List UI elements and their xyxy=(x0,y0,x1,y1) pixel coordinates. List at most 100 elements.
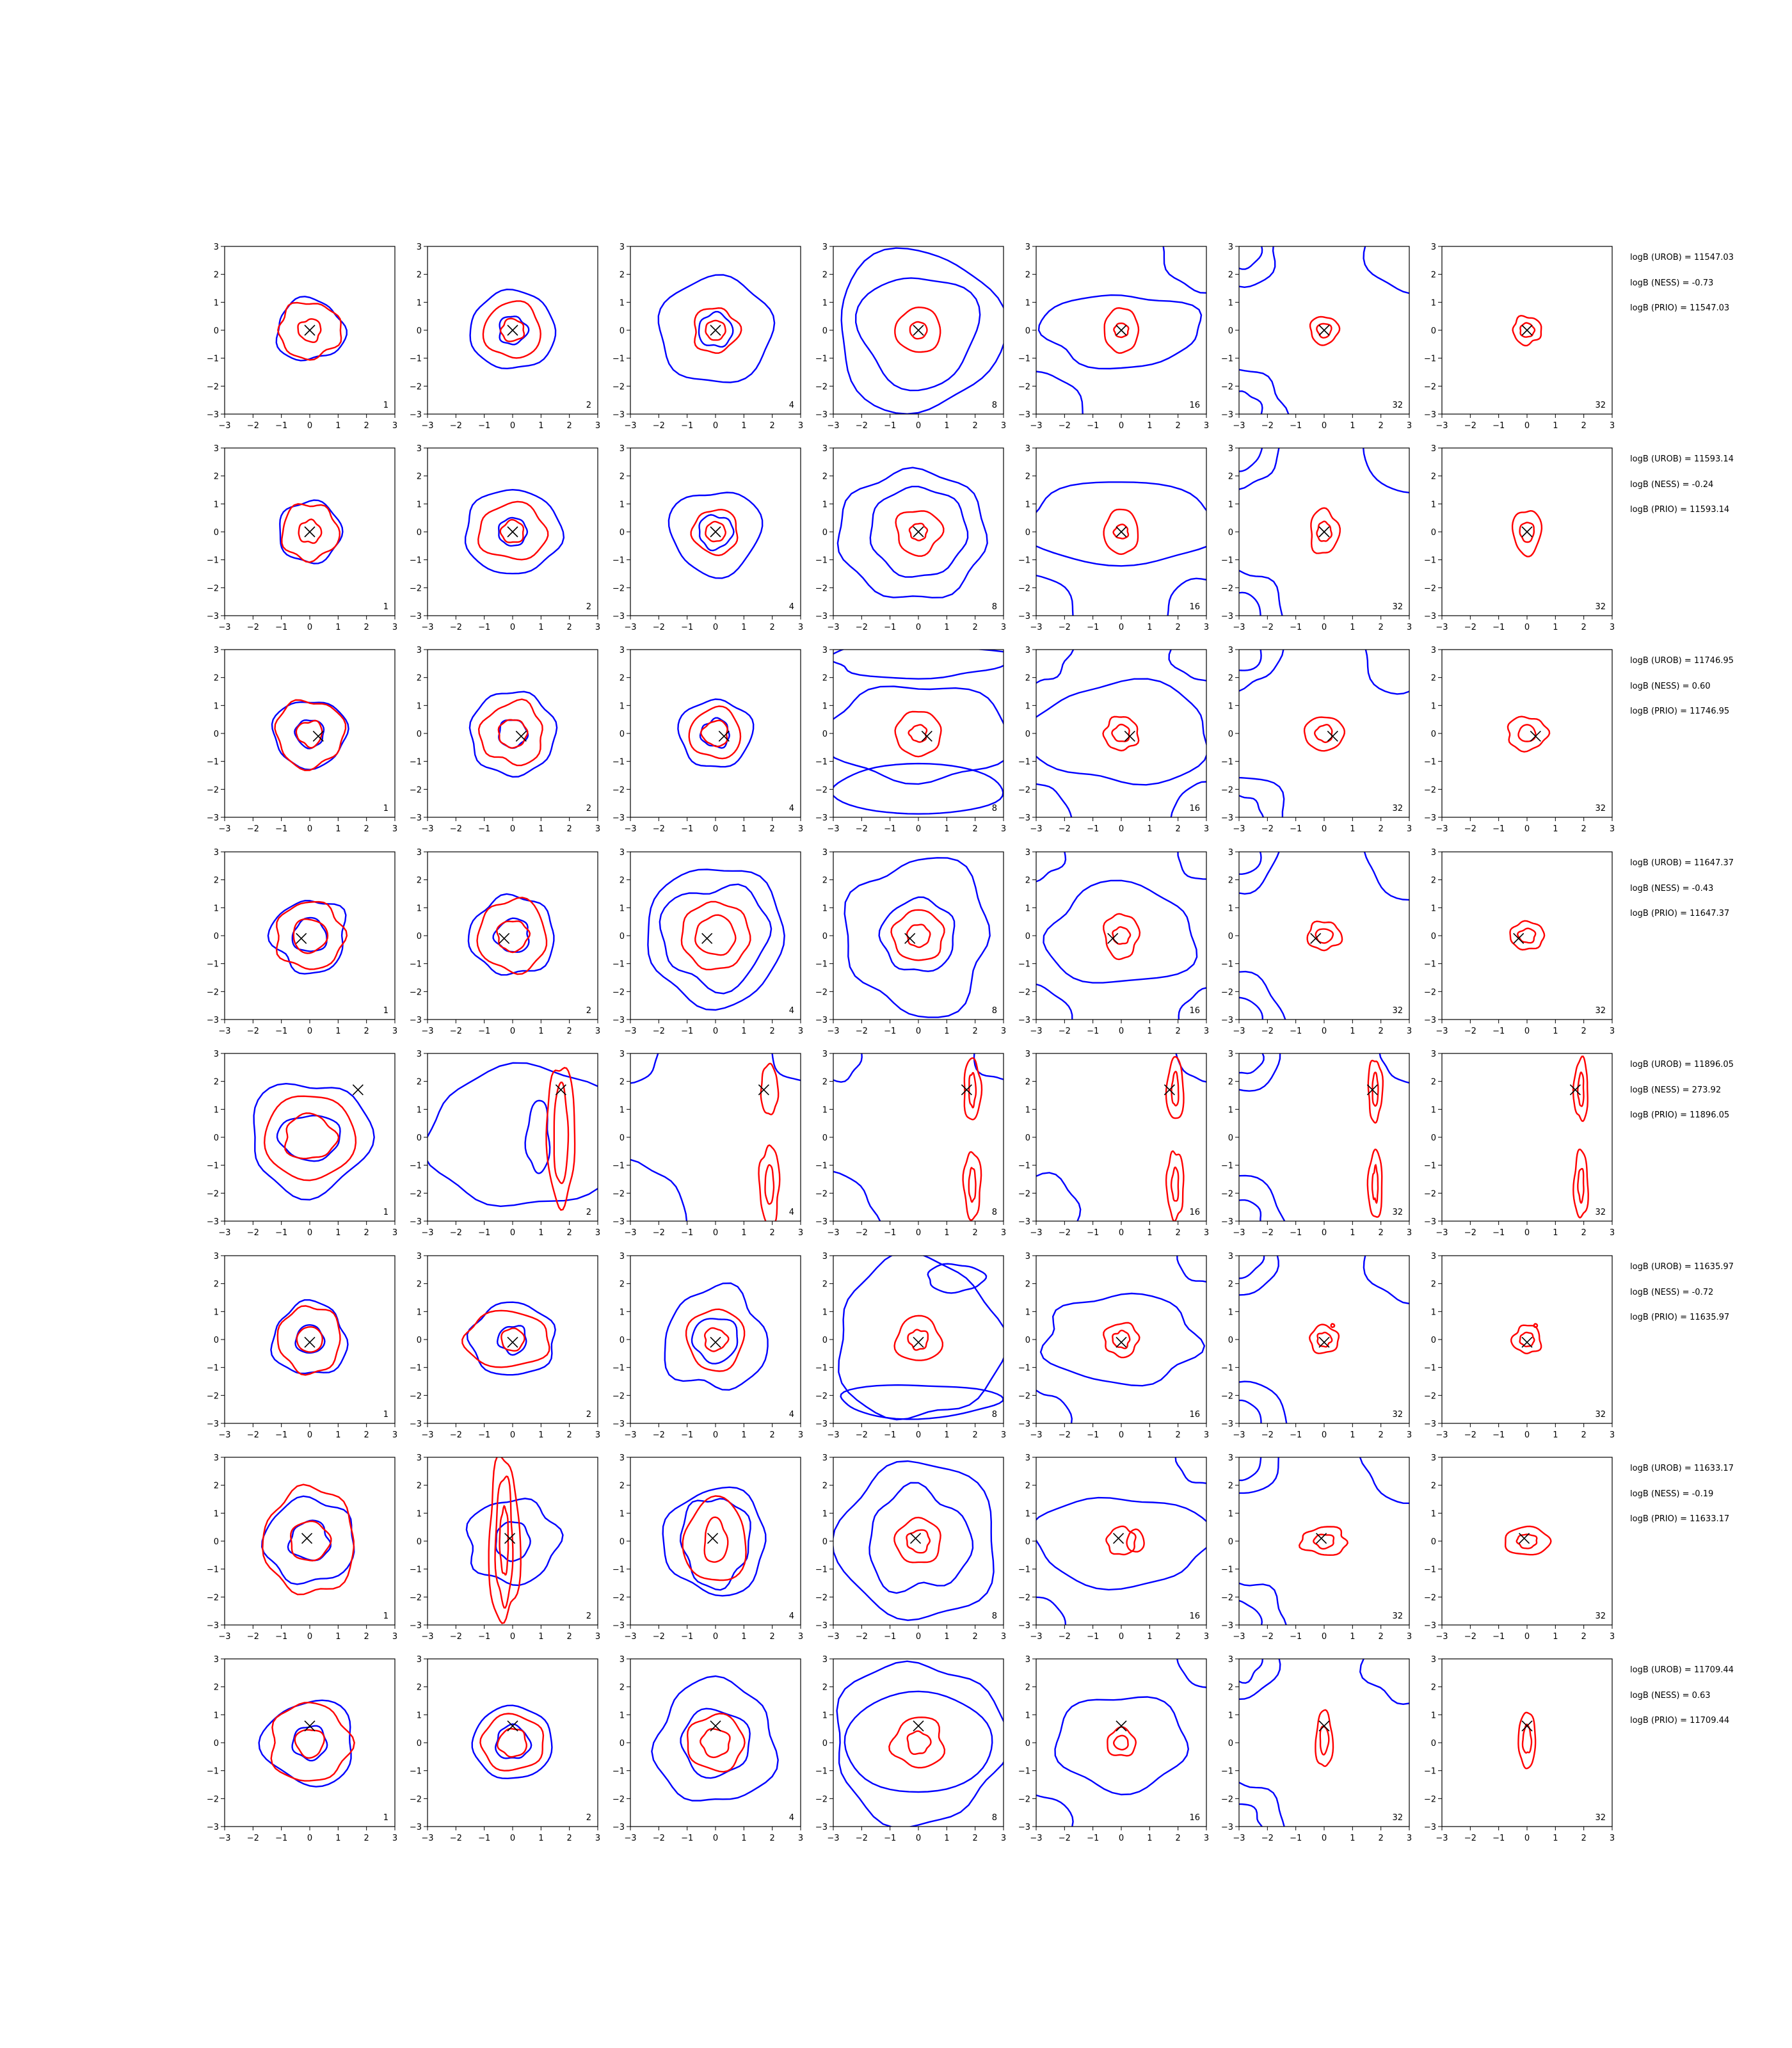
x-tick-label: 2 xyxy=(1379,421,1384,431)
y-tick-label: 2 xyxy=(1431,472,1436,482)
red-contour xyxy=(488,1457,522,1624)
x-tick-label: −3 xyxy=(624,824,636,834)
logb-stat: logB (UROB) = 11746.95 xyxy=(1630,656,1734,666)
x-tick-label: −3 xyxy=(1030,1430,1042,1440)
red-contour xyxy=(1105,1525,1137,1556)
x-tick-label: −2 xyxy=(247,1027,259,1036)
y-tick-label: −2 xyxy=(612,382,625,392)
blue-contour xyxy=(833,762,1004,815)
x-tick-label: 3 xyxy=(392,1834,397,1843)
x-tick-label: 3 xyxy=(392,1430,397,1440)
x-tick-label: −2 xyxy=(653,1632,665,1642)
x-tick-label: −2 xyxy=(450,1834,462,1843)
y-tick-label: −1 xyxy=(207,1364,219,1373)
y-tick-label: 1 xyxy=(417,1509,422,1519)
y-tick-label: −2 xyxy=(1018,1795,1030,1804)
y-tick-label: 3 xyxy=(417,848,422,858)
y-tick-label: −1 xyxy=(207,758,219,767)
contour-area xyxy=(664,1282,769,1391)
y-tick-label: 2 xyxy=(417,1078,422,1087)
red-contour xyxy=(908,522,929,541)
x-tick-label: −1 xyxy=(884,1632,896,1642)
x-tick-label: −1 xyxy=(275,1228,287,1238)
red-contour xyxy=(274,699,347,771)
x-tick-label: 1 xyxy=(1350,1430,1355,1440)
panel-label: 1 xyxy=(383,1410,388,1420)
red-contour xyxy=(1107,1726,1137,1757)
y-tick-label: 2 xyxy=(417,1482,422,1491)
x-tick-label: 0 xyxy=(1524,1027,1530,1036)
x-tick-label: 1 xyxy=(1553,1430,1558,1440)
blue-contour xyxy=(1054,1696,1190,1796)
x-tick-label: 1 xyxy=(741,1430,746,1440)
y-tick-label: 3 xyxy=(417,1252,422,1261)
x-tick-label: −2 xyxy=(1464,1834,1476,1843)
red-contour xyxy=(1298,1526,1348,1556)
contour-panel: −3 −2 −1 0 1 2 3 −3 −2 −1 0 1 2 3 4 xyxy=(612,444,803,632)
x-tick-label: −1 xyxy=(681,1228,693,1238)
x-tick-label: −3 xyxy=(624,1632,636,1642)
x-tick-label: 3 xyxy=(1407,824,1412,834)
y-tick-label: 3 xyxy=(1228,243,1233,252)
panel-label: 32 xyxy=(1595,804,1606,813)
blue-contour xyxy=(840,247,1004,414)
x-tick-label: 0 xyxy=(1322,623,1327,632)
contour-panel: −3 −2 −1 0 1 2 3 −3 −2 −1 0 1 2 3 16 xyxy=(1018,243,1209,431)
x-tick-label: 0 xyxy=(713,421,718,431)
x-tick-label: 2 xyxy=(973,1430,978,1440)
y-tick-label: 2 xyxy=(1228,876,1233,886)
y-tick-label: −1 xyxy=(1424,1767,1436,1777)
blue-contour xyxy=(647,868,785,1011)
contour-area xyxy=(465,1457,564,1624)
x-tick-label: −1 xyxy=(478,1027,490,1036)
red-contour xyxy=(1510,1324,1542,1355)
x-marker xyxy=(504,1533,516,1544)
blue-contour xyxy=(1043,879,1198,984)
x-tick-label: 2 xyxy=(364,421,369,431)
x-tick-label: −2 xyxy=(247,824,259,834)
contour-panel: −3 −2 −1 0 1 2 3 −3 −2 −1 0 1 2 3 32 xyxy=(1424,1050,1615,1238)
y-tick-label: 0 xyxy=(1025,326,1030,336)
red-contour xyxy=(545,1067,576,1211)
red-contour xyxy=(275,900,348,970)
red-contour xyxy=(298,518,323,544)
y-tick-label: 0 xyxy=(1025,730,1030,739)
x-tick-label: −2 xyxy=(1464,623,1476,632)
blue-contour xyxy=(260,1495,355,1585)
contour-panel: −3 −2 −1 0 1 2 3 −3 −2 −1 0 1 2 3 2 xyxy=(410,848,600,1036)
blue-contour xyxy=(668,492,764,579)
y-tick-label: −3 xyxy=(815,612,828,621)
contour-panel: −3 −2 −1 0 1 2 3 −3 −2 −1 0 1 2 3 16 xyxy=(1018,1050,1209,1238)
y-tick-label: −2 xyxy=(207,584,219,593)
y-tick-label: 0 xyxy=(1228,528,1233,538)
contour-area xyxy=(1036,1256,1206,1423)
x-marker xyxy=(1521,526,1533,538)
red-contour xyxy=(284,1112,340,1160)
red-contour xyxy=(270,1701,355,1782)
panel-label: 2 xyxy=(586,1208,591,1217)
contour-area xyxy=(1511,509,1543,557)
panel-label: 4 xyxy=(789,1208,794,1217)
x-tick-label: 3 xyxy=(1407,1632,1412,1642)
red-contour xyxy=(1310,507,1341,554)
y-tick-label: 1 xyxy=(1431,1509,1436,1519)
blue-contour xyxy=(1036,1794,1074,1827)
x-tick-label: −1 xyxy=(884,421,896,431)
blue-contour xyxy=(1239,794,1265,817)
y-tick-label: 0 xyxy=(822,932,828,941)
y-tick-label: 0 xyxy=(417,1336,422,1345)
panel-label: 2 xyxy=(586,804,591,813)
blue-contour xyxy=(294,1324,326,1354)
axes-frame xyxy=(1036,851,1207,1020)
y-tick-label: −1 xyxy=(1424,556,1436,566)
x-tick-label: 1 xyxy=(741,1834,746,1843)
y-tick-label: 1 xyxy=(1228,701,1233,711)
logb-stat: logB (PRIO) = 11647.37 xyxy=(1630,909,1729,918)
y-tick-label: −3 xyxy=(410,1217,422,1227)
y-tick-label: −2 xyxy=(612,1795,625,1804)
panel-label: 1 xyxy=(383,1813,388,1823)
blue-contour xyxy=(287,1519,332,1562)
panel-label: 1 xyxy=(383,804,388,813)
x-marker xyxy=(710,1720,721,1732)
panel-label: 8 xyxy=(992,1208,997,1217)
